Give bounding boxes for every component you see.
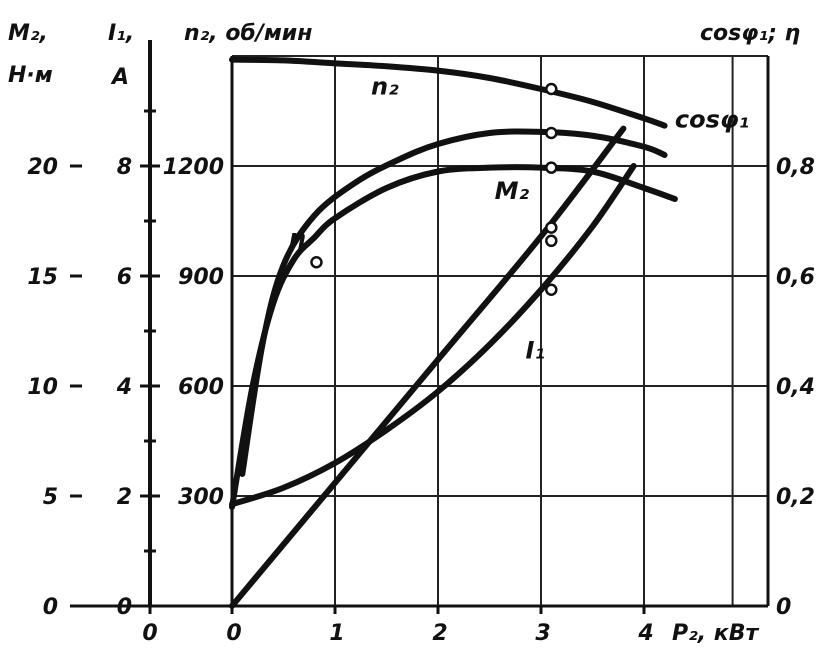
m2-tick-label: 10: [27, 375, 58, 400]
x-tick-label: 0: [226, 621, 241, 646]
curves: [229, 56, 678, 609]
m2-tick-label: 20: [27, 155, 58, 180]
curve-label-n2: n₂: [371, 73, 399, 101]
curve-label-eta: η: [289, 224, 306, 252]
marker-i1: [545, 283, 558, 296]
n2-tick-label: 1200: [163, 155, 224, 180]
markers: [310, 82, 558, 296]
x-axis-title: P₂, кВт: [672, 621, 759, 646]
i1-tick-label: 2: [117, 485, 132, 510]
m2-tick-label: 5: [43, 485, 58, 510]
right-tick-label: 0,8: [776, 155, 815, 180]
m2-tick-label: 0: [43, 595, 58, 620]
i1-tick-label: 0: [117, 595, 132, 620]
n2-axis-title: n₂, об/мин: [184, 21, 312, 46]
curve-cosphi1: [239, 128, 668, 477]
curve-m2: [229, 125, 627, 609]
curve-label-i1: I₁: [526, 337, 545, 365]
marker-n2: [545, 82, 558, 96]
marker-eta: [310, 256, 323, 269]
i1-tick-label: 6: [117, 265, 132, 290]
axes: [70, 40, 770, 614]
right-tick-label: 0,6: [776, 265, 815, 290]
marker-cosphi1: [545, 126, 558, 140]
i1-tick-label: 4: [116, 375, 132, 400]
grid: [232, 55, 768, 606]
x-tick-label: 4: [637, 621, 653, 646]
marker-eta: [545, 161, 558, 174]
x-tick-label: 2: [432, 621, 447, 646]
marker-m2: [545, 221, 558, 234]
n2-tick-label: 600: [178, 375, 224, 400]
i1-axis-unit: A: [110, 65, 129, 90]
right-tick-label: 0: [776, 595, 791, 620]
marker-m2: [545, 234, 558, 248]
n2-tick-label: 300: [178, 485, 224, 510]
curve-label-m2: M₂: [495, 177, 530, 205]
curve-n2: [229, 56, 668, 129]
right-axis-title: cosφ₁; η: [700, 21, 801, 46]
x-tick-label-secondary: 0: [142, 621, 157, 646]
n2-tick-label: 900: [178, 265, 224, 290]
m2-axis-unit: Н·м: [8, 63, 53, 88]
right-tick-label: 0,2: [776, 485, 815, 510]
x-tick-label: 3: [535, 621, 550, 646]
x-tick-label: 1: [329, 621, 344, 646]
curve-i1: [229, 163, 637, 508]
i1-tick-label: 8: [117, 155, 132, 180]
right-tick-label: 0,4: [776, 375, 815, 400]
i1-axis-title: I₁,: [108, 21, 134, 46]
labels: 0 1 2 3 4 0 P₂, кВт 0 5 10 15 20 M₂, Н·м 0 2 4 6 8 I₁, A 300 6…: [8, 21, 815, 646]
m2-tick-label: 15: [27, 265, 58, 290]
m2-axis-title: M₂,: [8, 21, 48, 46]
curve-label-cosphi1: cosφ₁: [675, 106, 749, 134]
